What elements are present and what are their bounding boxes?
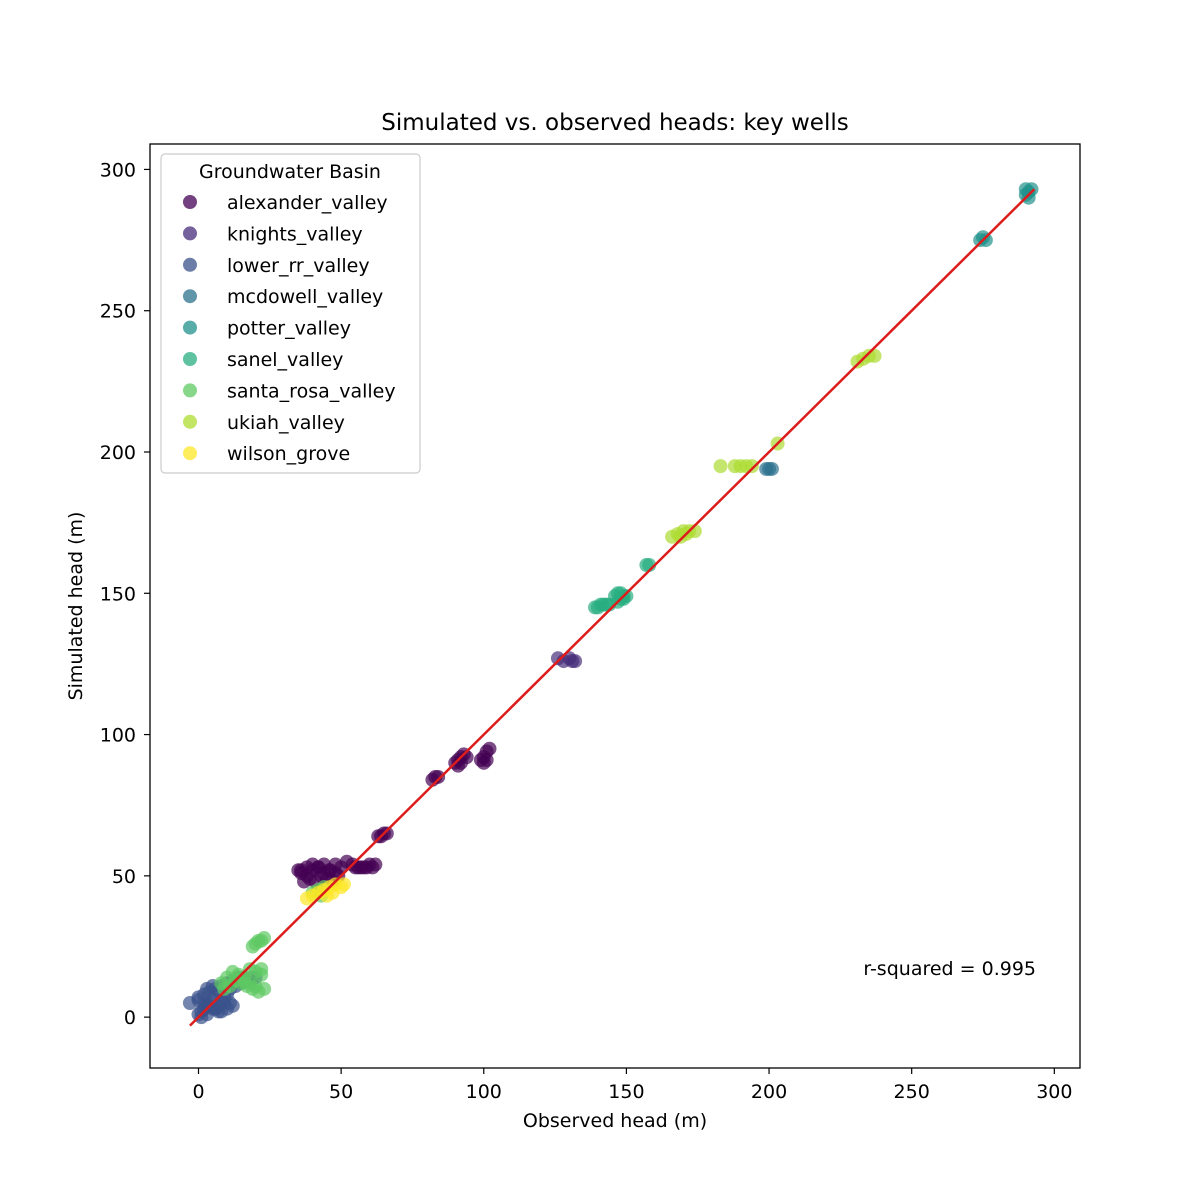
x-tick-label: 50 bbox=[329, 1081, 353, 1103]
data-point bbox=[764, 461, 779, 476]
data-point bbox=[479, 753, 494, 767]
y-tick-label: 250 bbox=[100, 301, 136, 323]
data-point bbox=[336, 877, 351, 892]
data-point bbox=[248, 979, 263, 994]
data-point bbox=[1021, 190, 1036, 205]
legend-label: sanel_valley bbox=[227, 349, 343, 371]
chart-title: Simulated vs. observed heads: key wells bbox=[381, 110, 848, 136]
data-point bbox=[254, 962, 269, 977]
data-point bbox=[365, 860, 380, 875]
x-tick-label: 200 bbox=[751, 1081, 787, 1103]
x-axis-label: Observed head (m) bbox=[523, 1110, 707, 1132]
legend-item: lower_rr_valley bbox=[183, 255, 370, 277]
data-point bbox=[328, 857, 343, 872]
legend: Groundwater Basin alexander_valleyknight… bbox=[160, 153, 421, 474]
legend-item: santa_rosa_valley bbox=[183, 380, 396, 402]
legend-marker bbox=[183, 383, 197, 398]
x-tick-label: 150 bbox=[608, 1081, 644, 1103]
data-point bbox=[568, 654, 583, 669]
x-tick-label: 100 bbox=[466, 1081, 502, 1103]
y-tick-label: 300 bbox=[100, 159, 136, 181]
legend-item: potter_valley bbox=[183, 318, 351, 340]
legend-marker bbox=[183, 320, 197, 335]
series-sanel-valley bbox=[588, 558, 657, 615]
legend-marker bbox=[183, 257, 197, 272]
legend-marker bbox=[183, 446, 197, 461]
x-tick-label: 250 bbox=[894, 1081, 930, 1103]
series-potter-valley bbox=[973, 182, 1039, 248]
fit-line bbox=[189, 188, 1036, 1027]
legend-items: alexander_valley knights_valley lower_rr_v… bbox=[183, 192, 396, 465]
x-axis-ticks: 0 50 100 150 200 250 300 bbox=[192, 1068, 1072, 1103]
legend-label: knights_valley bbox=[227, 223, 363, 245]
y-tick-label: 0 bbox=[124, 1007, 136, 1029]
legend-label: lower_rr_valley bbox=[227, 255, 370, 277]
data-point bbox=[978, 233, 993, 248]
x-tick-label: 300 bbox=[1036, 1081, 1072, 1103]
y-tick-label: 100 bbox=[100, 725, 136, 747]
legend-item: alexander_valley bbox=[183, 192, 388, 214]
legend-label: ukiah_valley bbox=[227, 412, 345, 434]
legend-label: wilson_grove bbox=[227, 443, 350, 465]
x-tick-label: 0 bbox=[192, 1081, 204, 1103]
data-point bbox=[431, 769, 446, 784]
data-point bbox=[744, 459, 759, 474]
y-axis-ticks: 0 50 100 150 200 250 300 bbox=[100, 159, 150, 1029]
legend-marker bbox=[183, 226, 197, 241]
y-tick-label: 200 bbox=[100, 442, 136, 464]
data-point bbox=[220, 1001, 235, 1016]
data-point bbox=[379, 826, 394, 841]
series-mcdowell-valley bbox=[759, 461, 779, 476]
data-point bbox=[482, 741, 497, 756]
legend-marker bbox=[183, 195, 197, 209]
legend-label: santa_rosa_valley bbox=[227, 380, 396, 402]
legend-label: mcdowell_valley bbox=[227, 286, 383, 308]
legend-marker bbox=[183, 289, 197, 304]
legend-marker bbox=[183, 352, 197, 366]
legend-label: alexander_valley bbox=[227, 192, 388, 214]
series-alexander-valley bbox=[291, 741, 497, 889]
y-axis-label: Simulated head (m) bbox=[65, 512, 87, 701]
legend-title: Groundwater Basin bbox=[199, 161, 381, 183]
legend-item: sanel_valley bbox=[183, 349, 343, 371]
y-tick-label: 50 bbox=[112, 866, 136, 888]
plot-frame bbox=[149, 143, 1081, 1069]
data-point bbox=[713, 459, 728, 474]
legend-label: potter_valley bbox=[227, 318, 351, 340]
legend-item: mcdowell_valley bbox=[183, 286, 383, 308]
legend-item: knights_valley bbox=[183, 223, 363, 245]
legend-box bbox=[160, 153, 421, 474]
r-squared-annotation: r-squared = 0.995 bbox=[863, 958, 1036, 980]
y-tick-label: 150 bbox=[100, 583, 136, 605]
legend-item: wilson_grove bbox=[183, 443, 350, 465]
legend-marker bbox=[183, 414, 197, 429]
legend-item: ukiah_valley bbox=[183, 412, 345, 434]
data-point bbox=[257, 931, 272, 946]
series-santa-rosa-valley bbox=[214, 880, 332, 999]
points-layer bbox=[182, 182, 1039, 1025]
data-point bbox=[616, 591, 631, 606]
